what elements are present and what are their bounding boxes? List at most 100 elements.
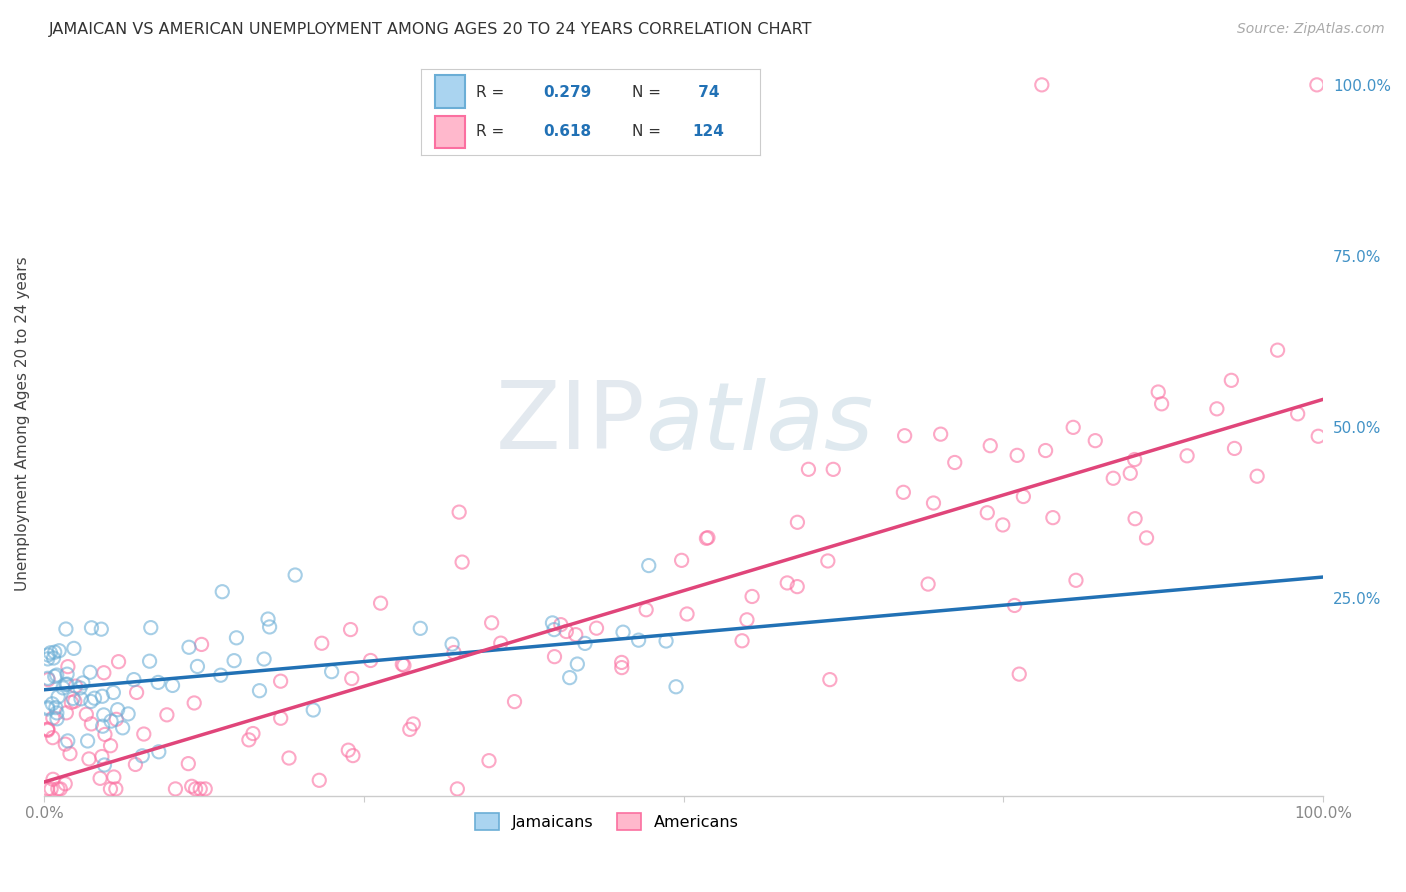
Point	[42, 711, 65, 725]
Legend: Jamaicans, Americans: Jamaicans, Americans	[468, 807, 745, 836]
Point	[103, 770, 125, 784]
Point	[188, 781, 211, 796]
Point	[555, 624, 578, 639]
Point	[44, 645, 66, 659]
Point	[111, 721, 134, 735]
Point	[49, 781, 72, 796]
Point	[550, 617, 572, 632]
Point	[695, 531, 717, 545]
Point	[100, 739, 122, 753]
Point	[183, 696, 205, 710]
Point	[1175, 449, 1198, 463]
Point	[610, 656, 633, 670]
Point	[139, 621, 162, 635]
Point	[124, 757, 146, 772]
Point	[46, 690, 69, 704]
Point	[818, 673, 841, 687]
Point	[257, 612, 280, 626]
Text: atlas: atlas	[645, 377, 873, 468]
Point	[1147, 384, 1170, 399]
Point	[409, 621, 432, 635]
Point	[443, 646, 465, 660]
Point	[107, 703, 129, 717]
Point	[91, 690, 114, 704]
Point	[446, 781, 468, 796]
Point	[80, 621, 103, 635]
Point	[41, 731, 63, 745]
Point	[79, 665, 101, 680]
Point	[107, 655, 129, 669]
Point	[776, 576, 799, 591]
Point	[100, 781, 122, 796]
Point	[225, 631, 247, 645]
Point	[194, 781, 217, 796]
Point	[741, 590, 763, 604]
Point	[676, 607, 699, 621]
Point	[735, 613, 758, 627]
Point	[627, 633, 650, 648]
Point	[991, 517, 1014, 532]
Point	[39, 646, 62, 660]
Text: ZIP: ZIP	[495, 377, 645, 469]
Point	[125, 685, 148, 699]
Point	[138, 654, 160, 668]
Point	[70, 691, 93, 706]
Point	[56, 734, 79, 748]
Point	[1267, 343, 1289, 358]
Point	[37, 722, 59, 736]
Point	[1012, 490, 1035, 504]
Point	[1031, 78, 1053, 92]
Point	[284, 568, 307, 582]
Point	[1084, 434, 1107, 448]
Point	[209, 668, 232, 682]
Point	[270, 711, 292, 725]
Point	[52, 681, 75, 695]
Point	[37, 723, 59, 737]
Point	[37, 702, 59, 716]
Point	[817, 554, 839, 568]
Point	[184, 781, 207, 796]
Point	[637, 558, 659, 573]
Point	[1123, 511, 1146, 525]
Point	[922, 496, 945, 510]
Point	[543, 649, 565, 664]
Point	[59, 747, 82, 761]
Point	[574, 636, 596, 650]
Point	[93, 707, 115, 722]
Point	[481, 615, 503, 630]
Point	[270, 674, 292, 689]
Point	[180, 780, 202, 794]
Point	[478, 754, 501, 768]
Point	[100, 714, 122, 728]
Point	[1042, 510, 1064, 524]
Point	[42, 651, 65, 665]
Point	[190, 637, 212, 651]
Point	[60, 696, 83, 710]
Point	[37, 648, 59, 662]
Point	[1220, 373, 1243, 387]
Point	[93, 665, 115, 680]
Point	[80, 694, 103, 708]
Point	[585, 621, 607, 635]
Point	[943, 455, 966, 469]
Point	[165, 781, 187, 796]
Point	[89, 772, 111, 786]
Point	[249, 683, 271, 698]
Point	[731, 633, 754, 648]
Point	[391, 657, 413, 672]
Point	[503, 695, 526, 709]
Point	[976, 506, 998, 520]
Point	[786, 516, 808, 530]
Point	[489, 636, 512, 650]
Point	[339, 623, 361, 637]
Point	[259, 620, 281, 634]
Point	[917, 577, 939, 591]
Point	[1123, 452, 1146, 467]
Point	[48, 644, 70, 658]
Y-axis label: Unemployment Among Ages 20 to 24 years: Unemployment Among Ages 20 to 24 years	[15, 256, 30, 591]
Point	[53, 737, 76, 751]
Point	[37, 723, 59, 738]
Point	[55, 622, 77, 636]
Point	[797, 462, 820, 476]
Point	[37, 700, 59, 714]
